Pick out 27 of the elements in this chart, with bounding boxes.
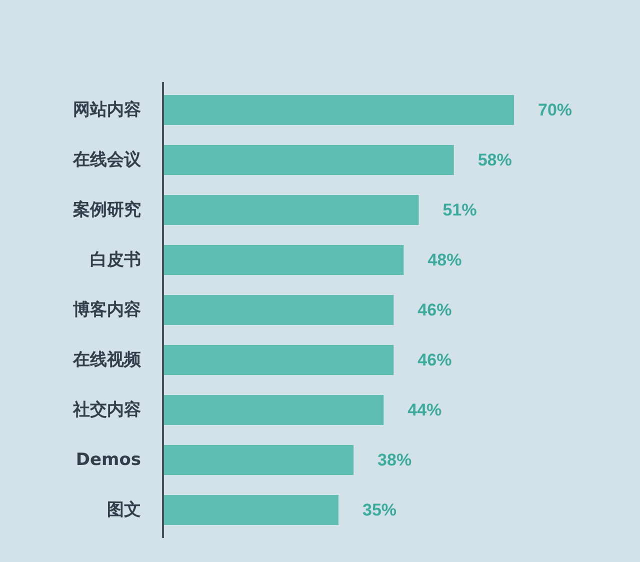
y-tick-label: 博客内容 [72,300,141,320]
bar [163,345,394,375]
bar [163,95,514,125]
data-label: 51% [442,200,477,220]
data-label: 38% [378,450,412,470]
bar [163,445,354,475]
bar [163,245,404,275]
data-label: 35% [362,500,397,520]
bar [163,295,394,325]
bar [163,495,338,525]
y-tick-label: 在线会议 [72,150,142,170]
data-label: 46% [418,300,452,320]
data-label: 58% [478,150,512,170]
y-tick-label: Demos [76,450,141,470]
y-tick-label: 白皮书 [90,250,141,270]
y-tick-label: 图文 [107,500,141,520]
y-tick-label: 社交内容 [72,400,141,420]
y-tick-label: 在线视频 [72,350,142,370]
y-tick-label: 案例研究 [72,199,141,220]
data-label: 48% [428,250,462,270]
bar [163,145,454,175]
y-tick-label: 网站内容 [73,100,141,120]
bar [163,395,384,425]
bar [163,195,419,225]
data-label: 70% [538,100,572,120]
data-label: 46% [418,350,452,370]
data-label: 44% [408,400,442,420]
